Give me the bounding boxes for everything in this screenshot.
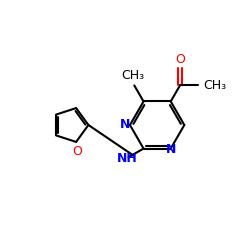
Text: N: N [120, 118, 131, 132]
Text: NH: NH [117, 152, 138, 165]
Text: O: O [175, 53, 185, 66]
Text: CH₃: CH₃ [203, 79, 226, 92]
Text: O: O [72, 146, 82, 158]
Text: N: N [166, 143, 176, 156]
Text: CH₃: CH₃ [122, 70, 144, 82]
